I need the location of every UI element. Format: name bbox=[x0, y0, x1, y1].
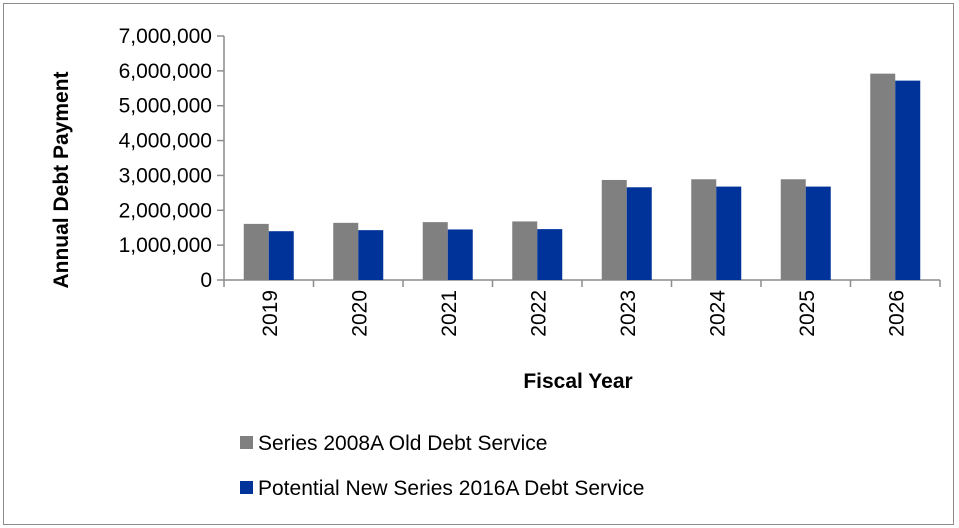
bar-series-2016a-2021 bbox=[447, 229, 473, 280]
x-axis-title: Fiscal Year bbox=[523, 370, 632, 393]
bar-series-2008a-2021 bbox=[422, 222, 448, 280]
bar-series-2016a-2024 bbox=[716, 186, 742, 280]
x-tick-label: 2024 bbox=[706, 290, 729, 337]
x-tick-label: 2020 bbox=[348, 290, 371, 337]
bar-series-2016a-2022 bbox=[537, 229, 563, 280]
legend: Series 2008A Old Debt Service Potential N… bbox=[240, 432, 644, 500]
bar-series-2008a-2024 bbox=[691, 179, 717, 280]
bar-series-2008a-2026 bbox=[870, 73, 896, 280]
bar-series-2016a-2026 bbox=[895, 80, 921, 280]
y-tick-label: 6,000,000 bbox=[119, 60, 212, 83]
bar-series-2008a-2023 bbox=[601, 179, 627, 280]
bar-series-2008a-2025 bbox=[780, 179, 806, 280]
y-tick-label: 2,000,000 bbox=[119, 199, 212, 222]
legend-swatch-series-2016a bbox=[240, 481, 253, 494]
y-tick-label: 1,000,000 bbox=[119, 234, 212, 257]
y-tick-label: 7,000,000 bbox=[119, 25, 212, 48]
x-tick-label: 2025 bbox=[796, 290, 819, 337]
y-tick-label: 0 bbox=[200, 269, 212, 292]
y-tick-label: 4,000,000 bbox=[119, 130, 212, 153]
plot-area: 0 1,000,000 2,000,000 3,000,000 4,000,000 5,0… bbox=[119, 25, 941, 337]
bar-series-2008a-2020 bbox=[333, 222, 359, 280]
y-axis-title: Annual Debt Payment bbox=[50, 71, 73, 288]
y-tick-label: 3,000,000 bbox=[119, 164, 212, 187]
legend-label-series-2016a: Potential New Series 2016A Debt Service bbox=[258, 477, 644, 500]
bar-series-2008a-2019 bbox=[243, 223, 269, 280]
y-tick-label: 5,000,000 bbox=[119, 95, 212, 118]
bar-series-2016a-2019 bbox=[268, 231, 294, 280]
x-tick-label: 2026 bbox=[885, 290, 908, 337]
legend-swatch-series-2008a bbox=[240, 436, 253, 449]
x-tick-label: 2019 bbox=[259, 290, 282, 337]
x-tick-label: 2022 bbox=[527, 290, 550, 337]
bar-series-2016a-2020 bbox=[358, 230, 384, 280]
x-tick-label: 2023 bbox=[617, 290, 640, 337]
bar-series-2016a-2023 bbox=[626, 187, 652, 280]
x-tick-label: 2021 bbox=[438, 290, 461, 337]
bar-series-2008a-2022 bbox=[512, 221, 538, 280]
bar-series-2016a-2025 bbox=[805, 186, 831, 280]
legend-label-series-2008a: Series 2008A Old Debt Service bbox=[258, 432, 548, 455]
